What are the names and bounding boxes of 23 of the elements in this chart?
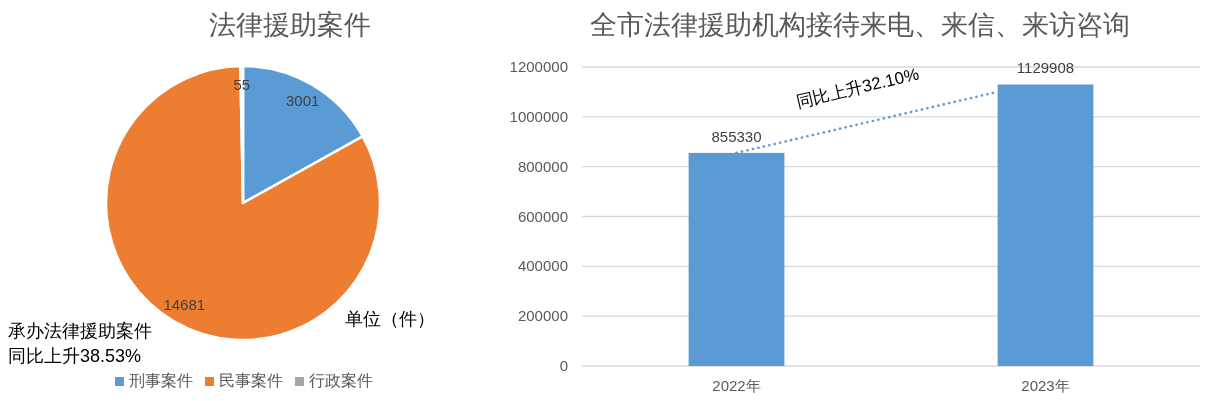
y-tick-label: 0 xyxy=(559,357,568,374)
data-label: 55 xyxy=(233,76,251,94)
annotation: 同比上升32.10% xyxy=(794,64,921,112)
chart-title: 法律援助案件 xyxy=(209,10,371,40)
legend-label: 刑事案件 xyxy=(129,372,193,389)
data-label: 14681 xyxy=(163,296,206,314)
y-tick-label: 200000 xyxy=(517,307,568,325)
y-tick-label: 600000 xyxy=(517,207,568,225)
text: 单位（件） xyxy=(345,309,435,329)
text: 承办法律援助案件 xyxy=(8,321,152,341)
y-tick-label: 1000000 xyxy=(509,107,568,125)
y-tick-label: 1200000 xyxy=(509,58,568,75)
y-tick-label: 400000 xyxy=(517,257,568,275)
x-tick-label: 2022年 xyxy=(712,377,761,394)
y-tick-label: 800000 xyxy=(517,157,568,175)
data-label: 3001 xyxy=(286,92,320,110)
data-label: 1129908 xyxy=(1016,59,1075,77)
legend-label: 民事案件 xyxy=(219,372,283,389)
chart-title: 全市法律援助机构接待来电、来信、来访咨询 xyxy=(590,10,1130,40)
data-label: 855330 xyxy=(711,127,762,145)
x-tick-label: 2023年 xyxy=(1021,377,1070,394)
legend-label: 行政案件 xyxy=(309,372,373,389)
text: 同比上升38.53% xyxy=(8,346,142,366)
